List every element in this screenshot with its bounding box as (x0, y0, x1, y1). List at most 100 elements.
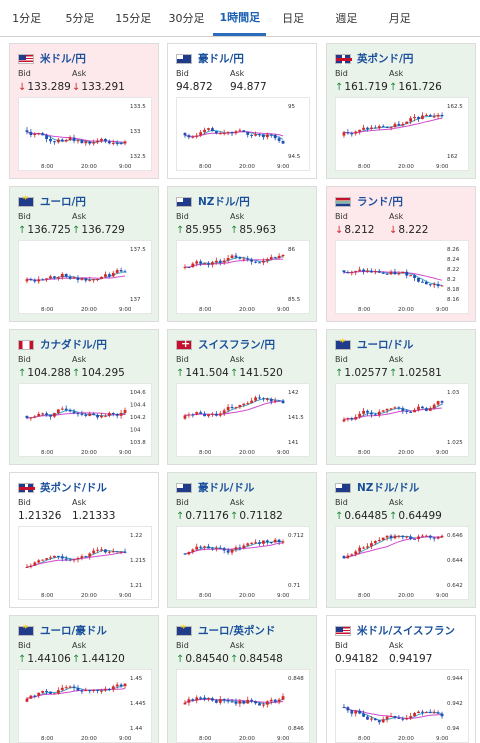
bid-label: Bid (335, 355, 348, 364)
tab-weekly[interactable]: 週足 (335, 12, 358, 25)
candle-body (246, 258, 250, 260)
currency-card[interactable]: ユーロ/ドル Bid Ask ↑1.02577 ↑1.02581 1.031.0… (326, 329, 476, 465)
candle-body (421, 406, 424, 409)
candle-body (218, 413, 222, 416)
price-chart[interactable]: 133.5 133 132.5 8:00 20:00 9:00 (18, 97, 152, 171)
y-tick-label: 1.025 (447, 440, 463, 446)
price-chart[interactable]: 0.646 0.644 0.642 8:00 20:00 9:00 (335, 526, 469, 600)
pair-link[interactable]: 豪ドル/円 (176, 51, 244, 66)
bid-label: Bid (18, 69, 31, 78)
pair-link[interactable]: 米ドル/円 (18, 51, 86, 66)
pair-link[interactable]: 英ポンド/円 (335, 51, 413, 66)
tab-30min[interactable]: 30分足 (168, 12, 205, 25)
currency-card[interactable]: カナダドル/円 Bid Ask ↑104.288 ↑104.295 104.6 1… (9, 329, 159, 465)
candle-body (342, 270, 346, 273)
ask-price: 8.222 (398, 224, 429, 236)
pair-link[interactable]: ユーロ/円 (18, 194, 86, 209)
tab-1hour[interactable]: 1時間足 (213, 0, 267, 36)
price-chart[interactable]: 0.712 0.71 8:00 20:00 9:00 (176, 526, 310, 600)
currency-card[interactable]: 英ポンド/ドル Bid Ask 1.21326 1.21333 1.22 1.21… (9, 472, 159, 608)
pair-link[interactable]: スイスフラン/円 (176, 337, 275, 352)
price-chart[interactable]: 104.6 104.4 104.2 104 103.8 8:00 20:00 9:00 (18, 383, 152, 457)
tab-daily[interactable]: 日足 (282, 12, 305, 25)
currency-card[interactable]: ランド/円 Bid Ask ↓8.212 ↓8.222 8.26 8.24 8.22… (326, 186, 476, 322)
bid-value: ↑85.955 (176, 224, 222, 236)
currency-card[interactable]: 米ドル/スイスフラン Bid Ask 0.94182 0.94197 0.944… (326, 615, 476, 743)
bid-value: ↑136.725 (18, 224, 71, 236)
candle-body (381, 126, 385, 128)
price-chart[interactable]: 142 141.5 141 8:00 20:00 9:00 (176, 383, 310, 457)
candle-body (111, 551, 115, 553)
currency-card[interactable]: ユーロ/円 Bid Ask ↑136.725 ↑136.729 137.5137… (9, 186, 159, 322)
candle-body (389, 535, 393, 539)
price-chart[interactable]: 8.26 8.24 8.22 8.2 8.18 8.16 8:00 20:00 9:00 (335, 240, 469, 314)
candle-body (373, 414, 377, 416)
price-chart[interactable]: 0.944 0.942 0.94 8:00 20:00 9:00 (335, 669, 469, 743)
candle-body (25, 130, 29, 132)
tab-monthly[interactable]: 月足 (388, 12, 411, 25)
candle-body (385, 716, 389, 720)
y-tick-label: 162.5 (447, 104, 463, 110)
tab-1min[interactable]: 1分足 (12, 12, 42, 25)
currency-card[interactable]: ユーロ/英ポンド Bid Ask ↑0.84540 ↑0.84548 0.848… (167, 615, 317, 743)
price-chart[interactable]: 1.03 1.025 8:00 20:00 9:00 (335, 383, 469, 457)
y-tick-label: 104.2 (130, 415, 146, 421)
currency-card[interactable]: 英ポンド/円 Bid Ask ↑161.719 ↑161.726 162.5 16… (326, 43, 476, 179)
price-chart[interactable]: 162.5 162 8:00 20:00 9:00 (335, 97, 469, 171)
pair-link[interactable]: 英ポンド/ドル (18, 480, 107, 495)
candle-body (417, 117, 420, 119)
candle-body (37, 133, 41, 135)
pair-link[interactable]: ユーロ/豪ドル (18, 623, 107, 638)
candle-body (68, 276, 72, 279)
currency-card[interactable]: NZドル/ドル Bid Ask ↑0.64485 ↑0.64499 0.646 0… (326, 472, 476, 608)
ask-value: ↑141.520 (230, 367, 283, 379)
pair-link[interactable]: NZドル/円 (176, 194, 250, 209)
tab-15min[interactable]: 15分足 (115, 12, 152, 25)
candle-body (381, 537, 385, 540)
price-chart[interactable]: 1.22 1.215 1.21 8:00 20:00 9:00 (18, 526, 152, 600)
candle-body (191, 136, 195, 138)
candle-body (222, 260, 226, 263)
currency-card[interactable]: 豪ドル/円 Bid Ask 94.872 94.877 95 94.5 8:00 20… (167, 43, 317, 179)
candle-body (350, 271, 354, 274)
candle-body (33, 695, 37, 697)
price-chart[interactable]: 137.5 137 8:00 20:00 9:00 (18, 240, 152, 314)
bid-price: 85.955 (185, 224, 223, 236)
pair-link[interactable]: 米ドル/スイスフラン (335, 623, 455, 638)
currency-card[interactable]: NZドル/円 Bid Ask ↑85.955 ↑85.963 86 85.5 8:0… (167, 186, 317, 322)
up-arrow-icon: ↑ (389, 368, 398, 379)
pair-link[interactable]: 豪ドル/ドル (176, 480, 254, 495)
pair-link[interactable]: NZドル/ドル (335, 480, 419, 495)
price-chart[interactable]: 1.45 1.445 1.44 8:00 20:00 9:00 (18, 669, 152, 743)
pair-link[interactable]: カナダドル/円 (18, 337, 107, 352)
price-chart[interactable]: 86 85.5 8:00 20:00 9:00 (176, 240, 310, 314)
currency-card[interactable]: 豪ドル/ドル Bid Ask ↑0.71176 ↑0.71182 0.712 0.… (167, 472, 317, 608)
candle-body (354, 416, 358, 420)
pair-link[interactable]: ユーロ/英ポンド (176, 623, 275, 638)
currency-card[interactable]: ユーロ/豪ドル Bid Ask ↑1.44106 ↑1.44120 1.451.… (9, 615, 159, 743)
candle-body (273, 400, 277, 402)
currency-card[interactable]: スイスフラン/円 Bid Ask ↑141.504 ↑141.520 14214… (167, 329, 317, 465)
candle-body (428, 284, 432, 286)
pair-link[interactable]: ランド/円 (335, 194, 403, 209)
candlestick-chart: 95 94.5 8:00 20:00 9:00 (183, 104, 301, 170)
candle-body (230, 701, 234, 703)
price-chart[interactable]: 0.848 0.846 8:00 20:00 9:00 (176, 669, 310, 743)
candle-body (393, 716, 397, 718)
x-tick-label: 9:00 (119, 164, 132, 170)
candle-body (234, 701, 238, 704)
candle-body (432, 284, 436, 286)
flag-icon (18, 339, 34, 350)
currency-card[interactable]: 米ドル/円 Bid Ask ↓133.289 ↓133.291 133.5 133… (9, 43, 159, 179)
pair-link[interactable]: ユーロ/ドル (335, 337, 413, 352)
candlestick-chart: 0.646 0.644 0.642 8:00 20:00 9:00 (342, 533, 463, 599)
x-tick-label: 20:00 (81, 307, 97, 313)
long-ma-line (343, 117, 443, 134)
bid-price: 104.288 (27, 367, 71, 379)
candle-body (218, 260, 222, 263)
pair-name: ユーロ/英ポンド (198, 625, 276, 637)
candle-body (56, 409, 60, 414)
price-chart[interactable]: 95 94.5 8:00 20:00 9:00 (176, 97, 310, 171)
tab-5min[interactable]: 5分足 (65, 12, 95, 25)
candle-body (246, 543, 250, 546)
